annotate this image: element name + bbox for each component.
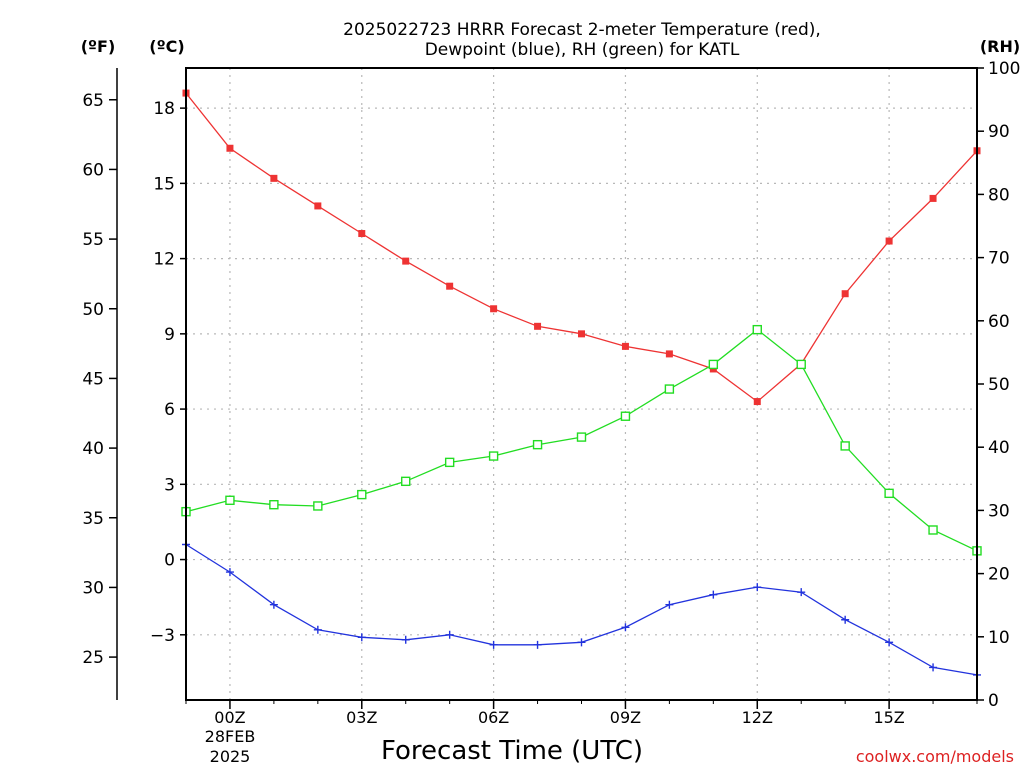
celsius-tick-label: 6 <box>164 400 175 420</box>
fahrenheit-tick-label: 35 <box>82 509 104 529</box>
fahrenheit-tick-label: 65 <box>82 91 104 111</box>
x-tick-label: 09Z <box>610 708 641 727</box>
celsius-tick-label: 9 <box>164 325 175 345</box>
temperature-line <box>185 92 978 403</box>
rh-point <box>269 500 279 510</box>
temperature-point <box>665 350 673 358</box>
rh-tick-label: 60 <box>988 312 1010 332</box>
celsius-tick-label: 18 <box>153 99 175 119</box>
rh-point <box>444 457 455 468</box>
fahrenheit-tick-label: 40 <box>82 439 104 459</box>
temperature-point <box>885 237 893 245</box>
date-label-day: 28FEB <box>205 727 256 746</box>
rh-unit-label: (RH) <box>980 37 1020 56</box>
fahrenheit-tick-label: 45 <box>82 369 104 389</box>
dewpoint-point <box>269 600 278 609</box>
grid-lines <box>186 68 977 700</box>
chart-title-line1: 2025022723 HRRR Forecast 2-meter Tempera… <box>343 20 821 40</box>
temperature-point <box>534 322 542 330</box>
rh-point <box>313 501 323 511</box>
fahrenheit-tick-label: 50 <box>82 300 104 320</box>
temperature-point <box>446 282 454 290</box>
rh-tick-label: 70 <box>988 249 1010 269</box>
dewpoint-point <box>313 625 322 634</box>
dewpoint-point <box>533 640 542 649</box>
temperature-point <box>358 230 366 238</box>
rh-point <box>620 411 631 421</box>
x-axis-title: Forecast Time (UTC) <box>381 736 643 766</box>
rh-tick-label: 40 <box>988 438 1010 458</box>
dewpoint-point <box>885 638 894 647</box>
dewpoint-point <box>489 640 498 649</box>
rh-tick-label: 10 <box>988 628 1010 648</box>
temperature-point <box>490 305 498 313</box>
rh-point <box>488 451 499 461</box>
temperature-point <box>753 398 761 406</box>
temperature-point <box>578 330 585 338</box>
x-tick-label: 06Z <box>478 708 509 727</box>
celsius-tick-label: −3 <box>150 626 175 646</box>
rh-tick-label: 50 <box>988 375 1010 395</box>
fahrenheit-unit-label: (ºF) <box>81 37 116 56</box>
dewpoint-point <box>753 583 762 592</box>
temperature-point <box>929 194 937 202</box>
watermark: coolwx.com/models <box>856 747 1014 766</box>
dewpoint-point <box>225 568 234 577</box>
rh-point <box>576 432 587 442</box>
x-tick-label: 03Z <box>346 708 377 727</box>
temperature-point <box>841 290 849 298</box>
celsius-unit-label: (ºC) <box>149 37 184 56</box>
rh-tick-label: 20 <box>988 565 1010 585</box>
dewpoint-point <box>665 600 674 609</box>
rh-tick-label: 80 <box>988 185 1010 205</box>
dewpoint-point <box>929 663 938 672</box>
dewpoint-point <box>445 630 454 639</box>
rh-point <box>401 476 411 487</box>
rh-tick-label: 90 <box>988 122 1010 142</box>
temperature-point <box>314 202 322 210</box>
rh-point <box>928 525 938 535</box>
dewpoint-point <box>709 590 718 599</box>
fahrenheit-tick-label: 55 <box>82 230 104 250</box>
fahrenheit-tick-label: 25 <box>82 648 104 668</box>
dewpoint-point <box>577 638 586 647</box>
rh-point <box>532 439 543 450</box>
rh-tick-label: 0 <box>988 691 999 711</box>
rh-point <box>225 495 235 505</box>
temperature-point <box>621 342 629 350</box>
plot-frame <box>185 67 978 701</box>
celsius-tick-label: 15 <box>153 174 175 194</box>
rh-tick-label: 30 <box>988 501 1010 521</box>
rh-point <box>708 359 719 370</box>
chart-title-line2: Dewpoint (blue), RH (green) for KATL <box>425 40 740 60</box>
fahrenheit-tick-label: 30 <box>82 578 104 598</box>
axes-ticks: 00Z 03Z 06Z 09Z 12Z 15Z −3 0 3 6 9 12 15 18 25 30 35 40 45… <box>82 59 1020 727</box>
dewpoint-point <box>401 635 410 644</box>
dewpoint-point <box>357 633 366 642</box>
dewpoint-line <box>185 543 978 676</box>
rh-point <box>884 488 894 499</box>
x-tick-label: 00Z <box>214 708 245 727</box>
x-tick-label: 12Z <box>742 708 773 727</box>
x-tick-label: 15Z <box>873 708 904 727</box>
celsius-tick-label: 12 <box>153 250 175 270</box>
fahrenheit-tick-label: 60 <box>82 160 104 180</box>
dewpoint-point <box>621 623 630 632</box>
dewpoint-point <box>841 615 850 624</box>
rh-point <box>664 384 675 394</box>
date-label-year: 2025 <box>210 747 251 766</box>
temperature-point <box>402 257 410 265</box>
celsius-tick-label: 0 <box>164 551 175 571</box>
dewpoint-point <box>797 588 806 597</box>
temperature-point <box>270 174 278 182</box>
rh-point <box>752 324 762 335</box>
rh-point <box>357 489 367 500</box>
rh-point <box>840 441 850 451</box>
rh-point <box>796 359 806 370</box>
rh-tick-label: 100 <box>988 59 1020 79</box>
temperature-point <box>226 144 234 152</box>
celsius-tick-label: 3 <box>164 475 175 495</box>
data-series <box>181 89 982 679</box>
